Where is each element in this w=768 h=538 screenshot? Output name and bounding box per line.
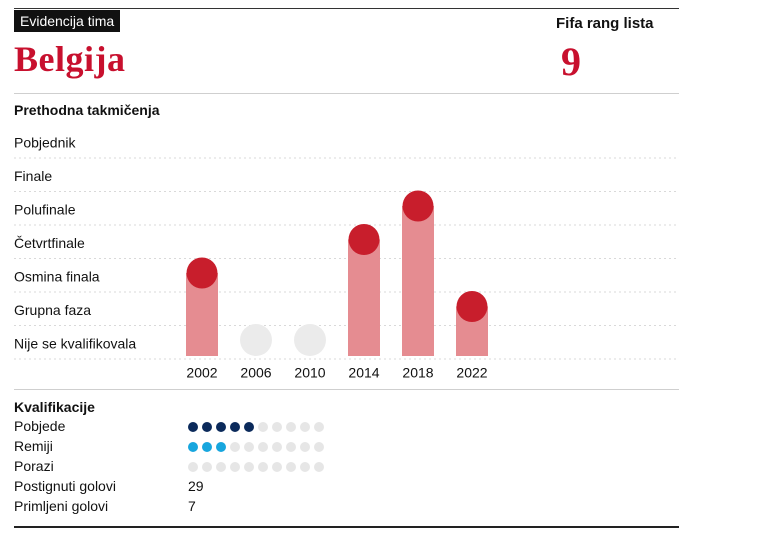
empty-dot — [300, 442, 310, 452]
year-label: 2006 — [240, 365, 271, 381]
divider-chart — [14, 389, 679, 390]
empty-dot — [258, 462, 268, 472]
empty-dot — [286, 422, 296, 432]
divider-header — [14, 93, 679, 94]
stage-label: Četvrtfinale — [14, 235, 85, 251]
empty-dot — [244, 462, 254, 472]
stage-label: Polufinale — [14, 202, 76, 218]
qualification-row-label: Porazi — [14, 458, 54, 474]
chart-title: Prethodna takmičenja — [14, 102, 160, 118]
empty-dot — [286, 462, 296, 472]
year-label: 2010 — [294, 365, 325, 381]
result-bar — [402, 206, 434, 356]
filled-dot — [188, 422, 198, 432]
result-marker — [186, 257, 218, 289]
filled-dot — [216, 422, 226, 432]
qualification-row: Remiji — [14, 438, 414, 457]
non-qualified-marker — [294, 324, 326, 356]
filled-dot — [202, 442, 212, 452]
stage-label: Grupna faza — [14, 302, 91, 318]
empty-dot — [272, 442, 282, 452]
result-marker — [456, 291, 488, 322]
qualification-dots — [188, 442, 324, 452]
empty-dot — [188, 462, 198, 472]
team-name: Belgija — [14, 39, 126, 79]
section-badge: Evidencija tima — [14, 10, 121, 32]
empty-dot — [230, 442, 240, 452]
qualification-title: Kvalifikacije — [14, 399, 95, 415]
filled-dot — [202, 422, 212, 432]
empty-dot — [286, 442, 296, 452]
year-label: 2018 — [402, 365, 433, 381]
qualification-row: Primljeni golovi 7 — [14, 498, 414, 517]
non-qualified-marker — [240, 324, 272, 356]
empty-dot — [216, 462, 226, 472]
empty-dot — [258, 422, 268, 432]
empty-dot — [272, 422, 282, 432]
year-label: 2022 — [456, 365, 487, 381]
stage-label: Osmina finala — [14, 269, 100, 285]
empty-dot — [314, 462, 324, 472]
qualification-row: Pobjede — [14, 418, 414, 437]
filled-dot — [188, 442, 198, 452]
qualification-row-label: Pobjede — [14, 418, 66, 434]
filled-dot — [216, 442, 226, 452]
filled-dot — [244, 422, 254, 432]
stage-label: Pobjednik — [14, 135, 76, 151]
qualification-row-label: Primljeni golovi — [14, 498, 109, 514]
empty-dot — [244, 442, 254, 452]
empty-dot — [202, 462, 212, 472]
result-bar — [348, 239, 380, 356]
filled-dot — [230, 422, 240, 432]
qualification-dots — [188, 462, 324, 472]
empty-dot — [230, 462, 240, 472]
stage-label: Nije se kvalifikovala — [14, 336, 136, 352]
result-marker — [402, 190, 434, 222]
empty-dot — [314, 422, 324, 432]
year-label: 2014 — [348, 365, 379, 381]
empty-dot — [300, 422, 310, 432]
empty-dot — [314, 442, 324, 452]
qualification-row-label: Remiji — [14, 438, 53, 454]
stage-label: Finale — [14, 168, 52, 184]
bottom-rule — [14, 526, 679, 528]
fifa-rank-label: Fifa rang lista — [556, 15, 654, 32]
fifa-rank-value: 9 — [561, 39, 581, 84]
qualification-value: 29 — [188, 478, 204, 494]
qualification-value: 7 — [188, 498, 196, 514]
qualification-dots — [188, 422, 324, 432]
result-marker — [348, 224, 380, 255]
empty-dot — [300, 462, 310, 472]
empty-dot — [272, 462, 282, 472]
qualification-row: Porazi — [14, 458, 414, 477]
year-label: 2002 — [186, 365, 217, 381]
qualification-row-label: Postignuti golovi — [14, 478, 116, 494]
empty-dot — [258, 442, 268, 452]
top-rule — [14, 8, 679, 9]
qualification-row: Postignuti golovi 29 — [14, 478, 414, 497]
